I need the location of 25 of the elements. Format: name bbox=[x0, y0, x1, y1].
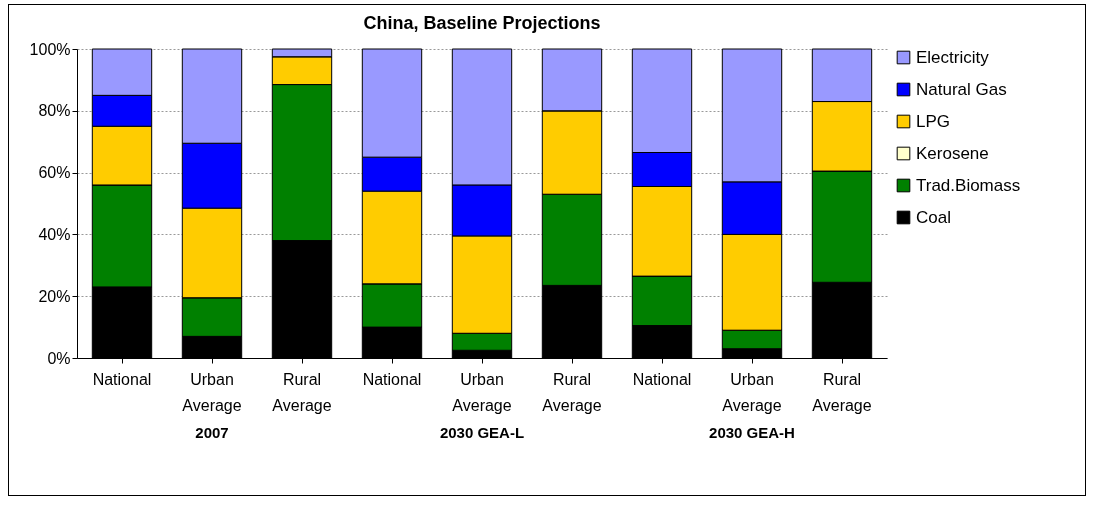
legend-label: Kerosene bbox=[916, 143, 989, 163]
y-tick-label: 100% bbox=[29, 40, 71, 58]
legend-label: LPG bbox=[916, 111, 951, 131]
x-tick-label: Urban Average bbox=[182, 370, 242, 414]
x-tick-label: Urban Average bbox=[722, 370, 782, 414]
x-tick-label: Rural Average bbox=[542, 370, 602, 414]
legend-label: Trad.Biomass bbox=[916, 175, 1021, 195]
x-tick-label: Rural Average bbox=[272, 370, 332, 414]
text: 2030 GEA-H bbox=[709, 424, 795, 441]
x-tick-label: National bbox=[92, 370, 152, 388]
text: 2030 GEA-L bbox=[439, 424, 525, 441]
x-tick-label: Urban Average bbox=[452, 370, 512, 414]
y-tick-label: 20% bbox=[38, 287, 71, 305]
y-tick-label: 40% bbox=[38, 225, 71, 243]
x-tick-label: National bbox=[362, 370, 422, 388]
legend-label: Electricity bbox=[916, 47, 990, 67]
y-tick-label: 80% bbox=[38, 102, 71, 120]
x-tick-label: National bbox=[632, 370, 692, 388]
y-tick-label: 60% bbox=[38, 164, 71, 182]
text: 2007 bbox=[195, 424, 229, 441]
chart-title: China, Baseline Projections bbox=[363, 13, 601, 33]
y-tick-label: 0% bbox=[47, 349, 71, 367]
legend-label: Coal bbox=[916, 207, 951, 227]
legend-label: Natural Gas bbox=[916, 79, 1007, 99]
x-tick-label: Rural Average bbox=[812, 370, 872, 414]
